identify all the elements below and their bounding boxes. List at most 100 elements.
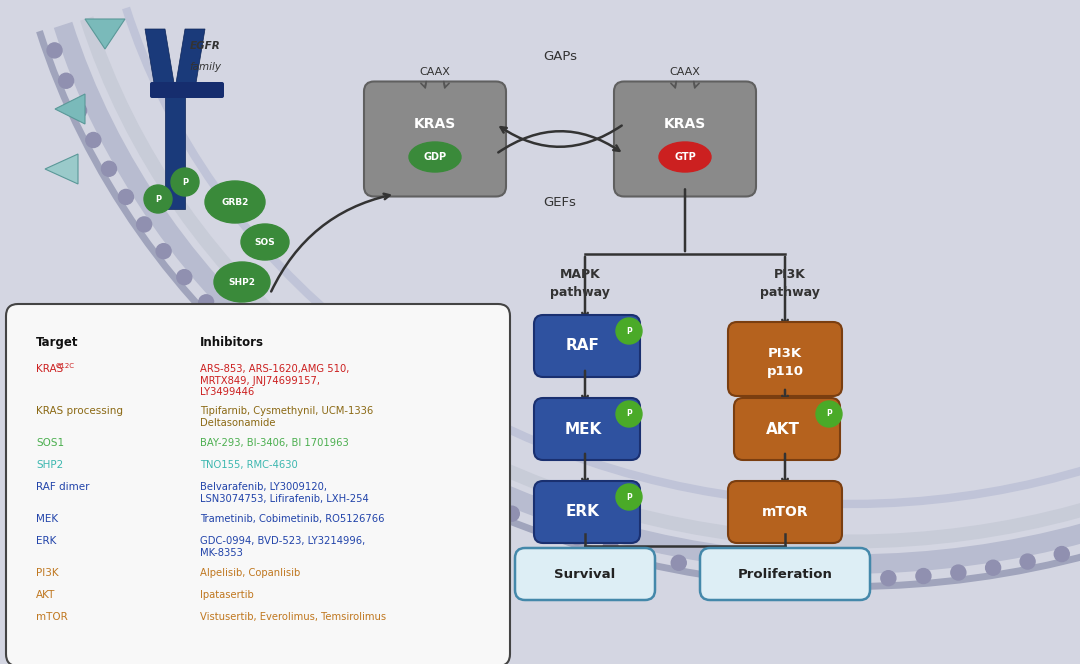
Polygon shape bbox=[145, 29, 175, 89]
Text: Belvarafenib, LY3009120,
LSN3074753, Lifirafenib, LXH-254: Belvarafenib, LY3009120, LSN3074753, Lif… bbox=[200, 482, 368, 503]
Text: GDC-0994, BVD-523, LY3214996,
MK-8353: GDC-0994, BVD-523, LY3214996, MK-8353 bbox=[200, 536, 365, 558]
Circle shape bbox=[637, 548, 652, 563]
Text: KRAS: KRAS bbox=[414, 117, 456, 131]
FancyBboxPatch shape bbox=[6, 304, 510, 664]
Text: P: P bbox=[826, 410, 832, 418]
Circle shape bbox=[472, 493, 487, 507]
Text: CAAX: CAAX bbox=[670, 67, 701, 77]
Text: ARS-853, ARS-1620,AMG 510,
MRTX849, JNJ74699157,
LY3499446: ARS-853, ARS-1620,AMG 510, MRTX849, JNJ7… bbox=[200, 364, 349, 397]
Circle shape bbox=[144, 185, 172, 213]
Text: TNO155, RMC-4630: TNO155, RMC-4630 bbox=[200, 460, 298, 470]
Circle shape bbox=[537, 519, 552, 534]
Text: BAY-293, BI-3406, BI 1701963: BAY-293, BI-3406, BI 1701963 bbox=[200, 438, 349, 448]
Ellipse shape bbox=[659, 142, 711, 172]
Circle shape bbox=[603, 540, 618, 554]
Ellipse shape bbox=[241, 224, 289, 260]
Text: AKT: AKT bbox=[36, 590, 55, 600]
Text: Proliferation: Proliferation bbox=[738, 568, 833, 580]
Circle shape bbox=[616, 401, 642, 427]
Text: GAPs: GAPs bbox=[543, 50, 577, 62]
Circle shape bbox=[616, 484, 642, 510]
Text: KRAS: KRAS bbox=[36, 364, 64, 374]
Text: Tipifarnib, Cysmethynil, UCM-1336
Deltasonamide: Tipifarnib, Cysmethynil, UCM-1336 Deltas… bbox=[200, 406, 374, 428]
Text: G12C: G12C bbox=[55, 363, 75, 369]
Text: pathway: pathway bbox=[760, 286, 820, 299]
Polygon shape bbox=[165, 89, 185, 209]
Text: PI3K: PI3K bbox=[774, 268, 806, 280]
Text: P: P bbox=[626, 327, 632, 335]
FancyBboxPatch shape bbox=[534, 315, 640, 377]
Text: PI3K: PI3K bbox=[768, 347, 802, 359]
Text: AKT: AKT bbox=[766, 422, 800, 436]
FancyBboxPatch shape bbox=[700, 548, 870, 600]
Text: SOS: SOS bbox=[255, 238, 275, 246]
Circle shape bbox=[410, 461, 426, 477]
Text: P: P bbox=[154, 195, 161, 203]
Circle shape bbox=[271, 365, 286, 380]
Text: P: P bbox=[181, 177, 188, 187]
Ellipse shape bbox=[409, 142, 461, 172]
Text: mTOR: mTOR bbox=[36, 612, 68, 622]
Text: RAF: RAF bbox=[566, 339, 599, 353]
Text: KRAS processing: KRAS processing bbox=[36, 406, 123, 416]
Text: Inhibitors: Inhibitors bbox=[200, 336, 264, 349]
Circle shape bbox=[741, 566, 756, 581]
Text: SHP2: SHP2 bbox=[229, 278, 256, 286]
Polygon shape bbox=[85, 19, 125, 49]
Circle shape bbox=[442, 477, 456, 493]
Circle shape bbox=[352, 426, 367, 442]
Text: SHP2: SHP2 bbox=[36, 460, 64, 470]
Circle shape bbox=[137, 217, 151, 232]
Text: ERK: ERK bbox=[566, 505, 599, 519]
Text: GRB2: GRB2 bbox=[221, 197, 248, 207]
Text: Trametinib, Cobimetinib, RO5126766: Trametinib, Cobimetinib, RO5126766 bbox=[200, 514, 384, 524]
Text: GTP: GTP bbox=[674, 152, 696, 162]
Ellipse shape bbox=[214, 262, 270, 302]
Circle shape bbox=[71, 103, 86, 118]
Polygon shape bbox=[55, 94, 85, 124]
Circle shape bbox=[504, 506, 519, 521]
Circle shape bbox=[102, 161, 117, 176]
Text: Alpelisib, Copanlisib: Alpelisib, Copanlisib bbox=[200, 568, 300, 578]
Circle shape bbox=[48, 43, 62, 58]
Text: MEK: MEK bbox=[36, 514, 58, 524]
Circle shape bbox=[881, 570, 896, 586]
Circle shape bbox=[775, 569, 791, 584]
Circle shape bbox=[221, 319, 237, 334]
Circle shape bbox=[916, 568, 931, 584]
Text: Vistusertib, Everolimus, Temsirolimus: Vistusertib, Everolimus, Temsirolimus bbox=[200, 612, 387, 622]
Text: mTOR: mTOR bbox=[761, 505, 808, 519]
Circle shape bbox=[569, 530, 584, 544]
FancyBboxPatch shape bbox=[728, 481, 842, 543]
Circle shape bbox=[816, 401, 842, 427]
Circle shape bbox=[157, 244, 171, 259]
Circle shape bbox=[119, 189, 134, 205]
Text: P: P bbox=[626, 493, 632, 501]
Circle shape bbox=[177, 270, 192, 285]
Polygon shape bbox=[175, 29, 205, 89]
Circle shape bbox=[58, 73, 73, 88]
FancyBboxPatch shape bbox=[615, 82, 756, 197]
Circle shape bbox=[199, 295, 214, 310]
Text: EGFR: EGFR bbox=[190, 41, 220, 51]
Circle shape bbox=[1021, 554, 1035, 569]
FancyBboxPatch shape bbox=[150, 82, 224, 98]
Ellipse shape bbox=[205, 181, 265, 223]
Text: PI3K: PI3K bbox=[36, 568, 58, 578]
Text: SOS1: SOS1 bbox=[36, 438, 64, 448]
FancyBboxPatch shape bbox=[534, 481, 640, 543]
Text: MAPK: MAPK bbox=[559, 268, 600, 280]
Text: p110: p110 bbox=[767, 365, 804, 378]
Text: pathway: pathway bbox=[550, 286, 610, 299]
FancyBboxPatch shape bbox=[515, 548, 654, 600]
Circle shape bbox=[171, 168, 199, 196]
Circle shape bbox=[324, 407, 339, 422]
Circle shape bbox=[706, 561, 720, 576]
FancyBboxPatch shape bbox=[534, 398, 640, 460]
Circle shape bbox=[246, 343, 260, 357]
Circle shape bbox=[672, 555, 686, 570]
Text: ERK: ERK bbox=[36, 536, 56, 546]
Text: CAAX: CAAX bbox=[419, 67, 450, 77]
Circle shape bbox=[381, 445, 396, 459]
Text: Ipatasertib: Ipatasertib bbox=[200, 590, 254, 600]
